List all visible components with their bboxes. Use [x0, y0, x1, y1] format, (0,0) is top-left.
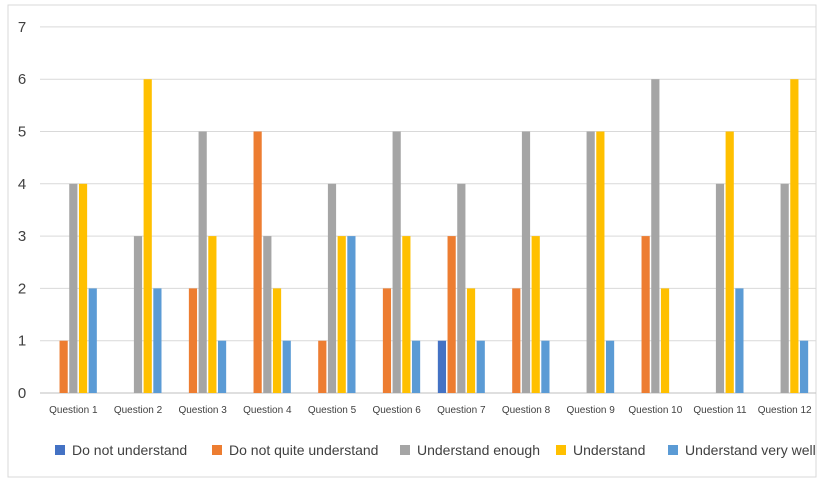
- bar: [133, 236, 143, 393]
- bar: [476, 340, 485, 393]
- x-category-label: Question 3: [178, 405, 227, 416]
- y-tick-label: 3: [18, 228, 26, 245]
- bar: [641, 236, 650, 393]
- bar: [69, 183, 78, 393]
- x-category-label: Question 7: [437, 405, 486, 416]
- legend-item: Understand enough: [400, 442, 540, 458]
- bar: [402, 236, 411, 393]
- bar: [253, 131, 262, 393]
- bar: [198, 131, 207, 393]
- bar: [208, 236, 217, 393]
- legend-swatch: [212, 445, 222, 455]
- y-tick-label: 1: [18, 333, 26, 350]
- bars: [59, 79, 809, 393]
- bar: [143, 79, 152, 393]
- bar: [466, 288, 476, 393]
- x-category-label: Question 5: [308, 405, 357, 416]
- bar: [715, 183, 725, 393]
- x-category-label: Question 1: [49, 405, 98, 416]
- bar: [457, 183, 466, 393]
- bar: [605, 340, 615, 393]
- legend-swatch: [400, 445, 410, 455]
- bar: [188, 288, 198, 393]
- bar: [799, 340, 809, 393]
- legend-label: Understand very well: [685, 442, 816, 458]
- legend-swatch: [668, 445, 678, 455]
- bar: [78, 183, 88, 393]
- x-category-label: Question 6: [372, 405, 421, 416]
- y-tick-label: 5: [18, 124, 26, 141]
- bar: [272, 288, 282, 393]
- x-category-label: Question 11: [693, 405, 747, 416]
- y-axis-ticks: 0 1 2 3 4 5 6 7: [18, 19, 26, 402]
- bar: [541, 340, 550, 393]
- bar: [596, 131, 605, 393]
- bar: [660, 288, 670, 393]
- legend: Do not understand Do not quite understand…: [55, 442, 816, 458]
- x-category-label: Question 2: [114, 405, 163, 416]
- bar: [347, 236, 356, 393]
- legend-label: Do not understand: [72, 442, 187, 458]
- legend-item: Do not understand: [55, 442, 187, 458]
- bar: [318, 340, 327, 393]
- bar: [263, 236, 272, 393]
- bar: [88, 288, 97, 393]
- bar: [790, 79, 799, 393]
- legend-label: Understand: [573, 442, 645, 458]
- x-category-label: Question 4: [243, 405, 292, 416]
- x-category-label: Question 9: [566, 405, 615, 416]
- legend-swatch: [55, 445, 65, 455]
- y-tick-label: 6: [18, 71, 26, 88]
- legend-item: Do not quite understand: [212, 442, 378, 458]
- bar: [382, 288, 392, 393]
- x-category-label: Question 12: [758, 405, 812, 416]
- y-tick-label: 2: [18, 280, 26, 297]
- legend-item: Understand: [556, 442, 645, 458]
- bar: [59, 340, 68, 393]
- y-tick-label: 4: [18, 176, 26, 193]
- legend-item: Understand very well: [668, 442, 816, 458]
- bar: [725, 131, 734, 393]
- legend-label: Do not quite understand: [229, 442, 378, 458]
- bar: [411, 340, 421, 393]
- bar: [735, 288, 744, 393]
- legend-label: Understand enough: [417, 442, 540, 458]
- bar: [531, 236, 540, 393]
- x-category-label: Question 8: [502, 405, 551, 416]
- y-tick-label: 7: [18, 19, 26, 36]
- bar: [217, 340, 227, 393]
- bar: [282, 340, 291, 393]
- x-axis-categories: Question 1 Question 2 Question 3 Question 4…: [49, 405, 812, 416]
- gridlines: [40, 26, 816, 394]
- y-tick-label: 0: [18, 385, 26, 402]
- chart-border: [7, 4, 817, 478]
- bar: [392, 131, 401, 393]
- bar: [651, 79, 660, 393]
- legend-swatch: [556, 445, 566, 455]
- bar: [437, 340, 447, 393]
- bar: [521, 131, 531, 393]
- bar: [327, 183, 337, 393]
- bar: [780, 183, 789, 393]
- bar: [512, 288, 521, 393]
- bar: [153, 288, 162, 393]
- x-category-label: Question 10: [628, 405, 682, 416]
- bar: [337, 236, 346, 393]
- bar: [447, 236, 456, 393]
- bar: [586, 131, 595, 393]
